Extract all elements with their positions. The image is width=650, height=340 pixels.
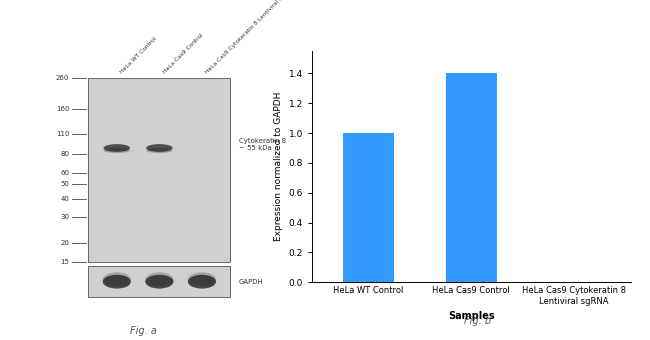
- Bar: [343, 133, 394, 282]
- Bar: [445, 73, 497, 282]
- Text: 260: 260: [56, 75, 70, 81]
- Text: 15: 15: [60, 259, 70, 265]
- Text: Fig. a: Fig. a: [129, 326, 157, 336]
- Ellipse shape: [103, 144, 130, 152]
- Text: 50: 50: [60, 181, 70, 187]
- Text: 80: 80: [60, 151, 70, 157]
- Text: HeLa Cas9 Control: HeLa Cas9 Control: [162, 33, 204, 75]
- Text: HeLa Cas9 Cytokeratin 8 Lentiviral sgRNA: HeLa Cas9 Cytokeratin 8 Lentiviral sgRNA: [205, 0, 296, 75]
- Ellipse shape: [188, 272, 216, 286]
- Text: 30: 30: [60, 214, 70, 220]
- Text: 160: 160: [56, 106, 70, 113]
- Text: 110: 110: [56, 131, 70, 137]
- Y-axis label: Expression normalized to GAPDH: Expression normalized to GAPDH: [274, 92, 283, 241]
- Ellipse shape: [146, 275, 174, 289]
- Ellipse shape: [103, 148, 130, 153]
- Text: 20: 20: [60, 240, 70, 246]
- Text: Cytokeratin 8
~ 55 kDa: Cytokeratin 8 ~ 55 kDa: [239, 138, 285, 151]
- Text: 40: 40: [60, 196, 70, 202]
- Ellipse shape: [103, 272, 131, 286]
- Ellipse shape: [103, 275, 131, 289]
- Ellipse shape: [146, 148, 173, 153]
- Ellipse shape: [188, 275, 216, 289]
- Text: GAPDH: GAPDH: [239, 279, 263, 285]
- Bar: [88, 78, 230, 262]
- Text: HeLa WT Control: HeLa WT Control: [120, 37, 158, 75]
- X-axis label: Samples: Samples: [448, 311, 495, 321]
- Text: 60: 60: [60, 170, 70, 175]
- Ellipse shape: [146, 144, 173, 152]
- Text: Fig. b: Fig. b: [464, 317, 491, 326]
- Ellipse shape: [146, 272, 174, 286]
- Bar: [88, 267, 230, 297]
